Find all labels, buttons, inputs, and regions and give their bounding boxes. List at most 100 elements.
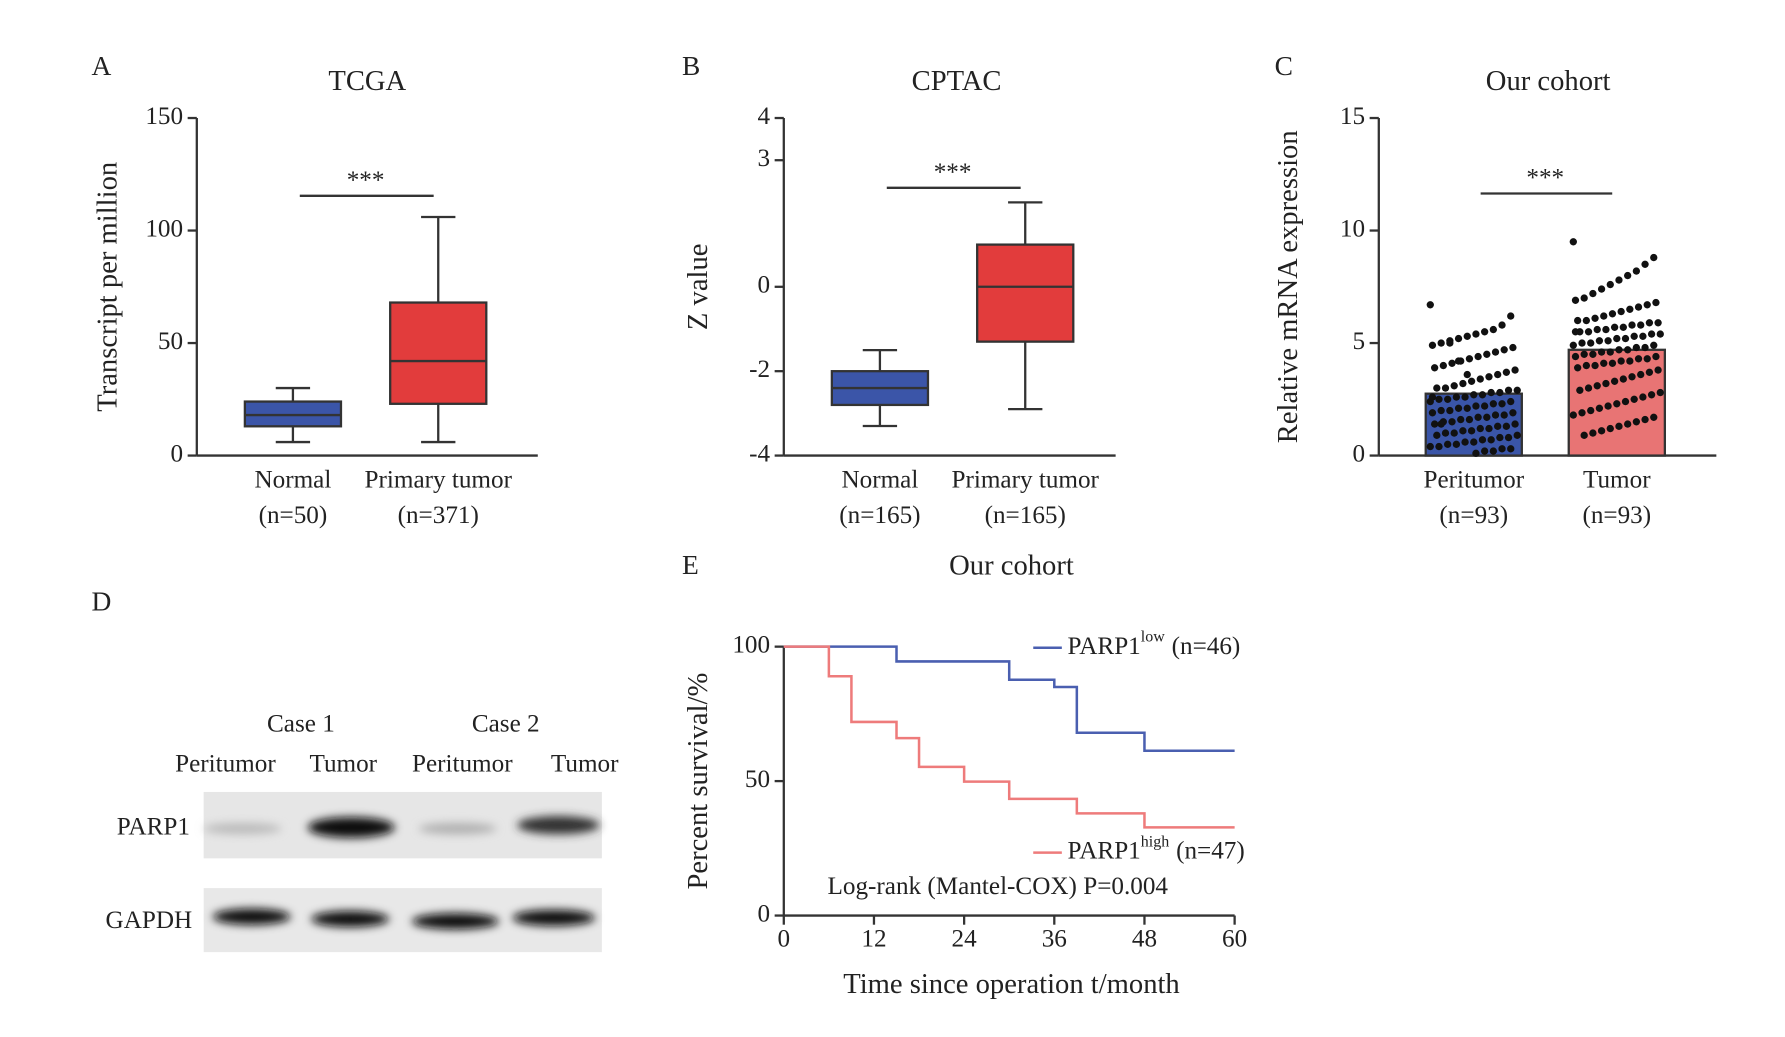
data-point [1504,386,1513,394]
y-tick-label: 50 [158,328,183,355]
data-point [1621,397,1630,406]
data-point [1582,361,1591,370]
data-point [1650,253,1658,262]
x-tick-label: Normal [841,467,918,494]
data-point [1639,393,1647,401]
data-point [1504,433,1513,442]
y-tick-label: 15 [1340,103,1365,130]
band [212,908,291,925]
western-blot: D Case 1 Case 2 Peritumor Tumor Peritumo… [92,587,619,953]
data-point [1463,332,1471,340]
data-point [1474,352,1482,361]
x-axis-label: Time since operation t/month [843,969,1179,1000]
data-point [1597,348,1606,356]
data-point [1461,438,1469,446]
data-point [1507,397,1515,406]
data-point [1641,343,1649,352]
data-point [1496,433,1504,442]
data-point [1634,355,1643,363]
data-point [1439,361,1447,370]
data-point [1571,328,1580,336]
data-point [1428,393,1437,401]
y-axis-label: Z value [683,244,714,331]
data-point [1582,316,1591,325]
data-point [1624,346,1632,354]
data-point [1576,386,1584,394]
data-point [1507,445,1515,453]
data-point [1459,379,1467,388]
data-point [1569,411,1577,419]
data-point [1628,373,1636,381]
data-point [1606,424,1614,433]
data-point [1467,377,1476,385]
data-point [1502,422,1511,430]
data-point [1513,386,1521,394]
data-point [1426,442,1434,451]
panel-label: A [92,51,112,81]
x-tick-label: Peritumor [1423,467,1524,494]
x-tick-label: Tumor [1583,467,1651,494]
data-point [1580,350,1588,358]
data-point [1587,406,1595,415]
data-point [1430,364,1439,372]
legend-entry: PARP1high (n=47) [1068,833,1245,864]
legend-count: (n=46) [1172,633,1241,660]
bands [203,816,600,930]
data-point [1600,312,1608,320]
data-point [1430,420,1439,428]
data-point [1472,402,1480,410]
data-point [1654,319,1662,327]
data-point [1457,415,1465,424]
y-tick-label: 50 [745,766,770,793]
data-point [1654,366,1662,374]
data-point [1489,447,1497,455]
data-point [1604,337,1612,345]
x-tick-sublabel: (n=165) [985,502,1066,529]
y-tick-label: 0 [1352,440,1365,467]
y-tick-label: 100 [732,631,770,658]
data-point [1597,427,1606,435]
band [517,816,600,835]
legend-entry: PARP1low (n=46) [1068,628,1241,659]
data-point [1480,402,1489,410]
y-tick-label: -2 [749,356,770,383]
data-point [1498,321,1506,329]
data-point [1643,301,1651,309]
data-point [1593,382,1601,390]
data-point [1608,359,1617,367]
data-point [1569,341,1577,349]
data-point [1511,366,1519,374]
data-point [1641,415,1649,424]
data-point [1645,368,1654,376]
x-tick-label: 48 [1132,926,1157,953]
data-point [1507,312,1515,320]
data-point [1454,334,1463,343]
data-point [1435,442,1443,451]
panel-label: E [682,550,699,580]
data-point [1624,271,1632,280]
y-tick-label: 150 [145,103,183,130]
data-point [1502,368,1511,376]
data-point [1465,355,1474,363]
lane-label: Tumor [309,750,377,777]
panel-label: D [92,587,112,617]
data-point [1426,301,1434,309]
data-point [1632,418,1641,426]
data-point [1450,382,1458,390]
data-point [1615,276,1623,284]
data-point [1472,330,1480,338]
data-point [1513,431,1521,439]
data-point [1444,440,1452,448]
data-point [1580,294,1588,302]
data-point [1574,316,1582,325]
data-point [1463,404,1471,412]
data-point [1604,402,1612,410]
survival-curve [783,645,1235,829]
data-point [1574,364,1582,372]
data-point [1480,328,1489,336]
data-point [1459,427,1467,435]
y-axis-label: Relative mRNA expression [1273,130,1304,443]
data-point [1483,350,1491,358]
y-tick-label: 3 [757,145,770,172]
y-tick-label: 10 [1340,215,1365,242]
